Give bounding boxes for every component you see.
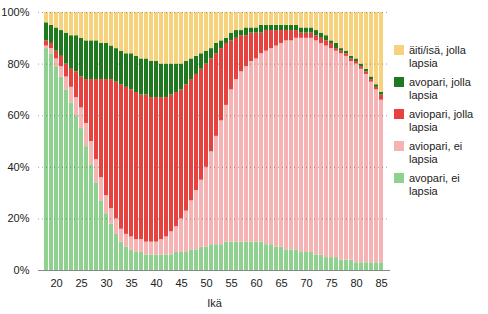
html-text:avopari, jolla lapsia: avopari, jolla lapsia [409,76,471,101]
svg-text:80: 80 [350,277,362,289]
html-text:äiti/isä, jolla lapsia: äiti/isä, jolla lapsia [409,44,466,69]
svg-text:Ikä: Ikä [207,297,223,309]
html-text:aviopari, ei lapsia: aviopari, ei lapsia [409,140,463,165]
svg-text:40%: 40% [7,161,29,173]
svg-text:45: 45 [175,277,187,289]
svg-text:75: 75 [325,277,337,289]
html-text:avopari, ei lapsia: avopari, ei lapsia [409,172,460,197]
svg-text:0%: 0% [14,264,30,276]
svg-text:85: 85 [375,277,387,289]
svg-text:40: 40 [150,277,162,289]
svg-text:20: 20 [50,277,62,289]
svg-text:30: 30 [100,277,112,289]
svg-text:80%: 80% [7,58,29,70]
svg-text:100%: 100% [1,6,29,18]
html-text:aviopari, jolla lapsia: aviopari, jolla lapsia [409,108,474,133]
svg-text:60%: 60% [7,109,29,121]
svg-text:55: 55 [225,277,237,289]
svg-text:50: 50 [200,277,212,289]
svg-text:65: 65 [275,277,287,289]
svg-text:20%: 20% [7,212,29,224]
svg-text:70: 70 [300,277,312,289]
svg-text:60: 60 [250,277,262,289]
svg-text:35: 35 [125,277,137,289]
svg-text:25: 25 [75,277,87,289]
